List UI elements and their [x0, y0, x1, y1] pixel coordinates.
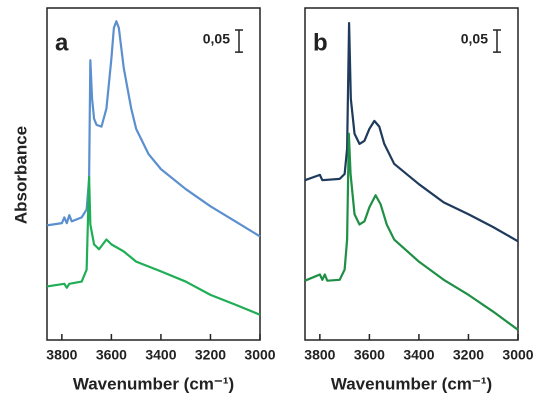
spectrum-line [304, 21, 519, 243]
scale-bar-label: 0,05 [203, 31, 230, 47]
x-tick-label: 3200 [453, 347, 484, 363]
x-tick-label: 3600 [96, 347, 127, 363]
scale-bar-label: 0,05 [461, 31, 488, 47]
y-axis-label: Absorbance [11, 126, 30, 224]
x-tick-label: 3400 [145, 347, 176, 363]
spectrum-line [304, 132, 519, 331]
x-tick-label: 3200 [195, 347, 226, 363]
spectrum-line [46, 20, 261, 238]
x-tick-label: 3400 [403, 347, 434, 363]
x-tick-label: 3800 [304, 347, 335, 363]
plot-frame [304, 7, 519, 341]
x-axis-label: Wavenumber (cm⁻¹) [331, 374, 492, 393]
panel-label: a [55, 29, 69, 56]
x-axis-label: Wavenumber (cm⁻¹) [73, 374, 234, 393]
x-tick-label: 3000 [244, 347, 275, 363]
x-tick-label: 3800 [46, 347, 77, 363]
panel-label: b [313, 29, 328, 56]
plot-frame [46, 7, 261, 341]
x-tick-label: 3600 [354, 347, 385, 363]
x-tick-label: 3000 [502, 347, 533, 363]
spectrum-line [46, 176, 261, 316]
